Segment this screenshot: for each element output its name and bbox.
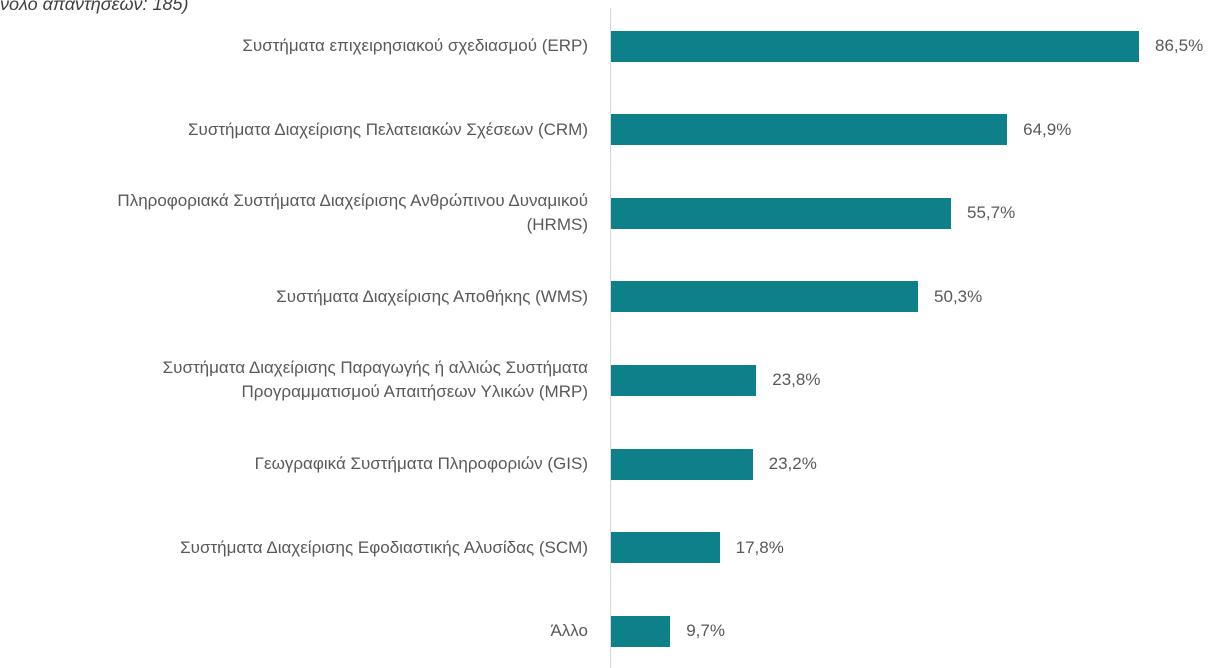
category-label: Πληροφοριακά Συστήματα Διαχείρισης Ανθρώ… (117, 191, 588, 235)
category-axis (610, 8, 611, 668)
data-label: 64,9% (1023, 119, 1072, 139)
bar (611, 281, 919, 313)
bar (611, 114, 1008, 146)
bar (611, 615, 671, 647)
data-label: 50,3% (934, 286, 983, 306)
bar (611, 197, 951, 229)
data-label: 86,5% (1155, 36, 1204, 55)
subtitle: νολο απαντήσεων: 185) (0, 0, 189, 14)
data-label: 55,7% (966, 203, 1016, 223)
category-label: Γεωγραφικά Συστήματα Πληροφοριών (GIS) (254, 454, 588, 473)
data-label: 17,8% (735, 537, 784, 557)
data-label: 9,7% (686, 621, 725, 641)
category-label: Συστήματα Διαχείρισης Πελατειακών Σχέσεω… (188, 119, 588, 139)
category-label: Συστήματα επιχειρησιακού σχεδιασμού (ERP… (242, 36, 588, 55)
bar (611, 532, 720, 564)
bar (611, 364, 757, 396)
bar (611, 30, 1139, 62)
category-label: Άλλο (550, 621, 588, 641)
category-label: Συστήματα Διαχείρισης Παραγωγής ή αλλιώς… (162, 358, 588, 402)
bar (611, 448, 753, 480)
category-label: Συστήματα Διαχείρισης Αποθήκης (WMS) (276, 286, 588, 306)
category-label: Συστήματα Διαχείρισης Εφοδιαστικής Αλυσί… (180, 537, 588, 557)
data-label: 23,2% (768, 454, 817, 473)
data-label: 23,8% (772, 370, 821, 390)
